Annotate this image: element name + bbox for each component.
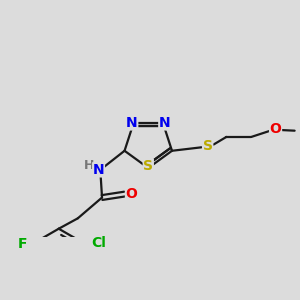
Text: O: O [270,122,281,136]
Text: F: F [17,237,27,250]
Text: N: N [93,163,104,177]
Text: H: H [84,159,94,172]
Text: N: N [159,116,170,130]
Text: S: S [143,159,153,173]
Text: N: N [126,116,138,130]
Text: Cl: Cl [92,236,106,250]
Text: O: O [125,187,137,201]
Text: S: S [203,139,213,153]
